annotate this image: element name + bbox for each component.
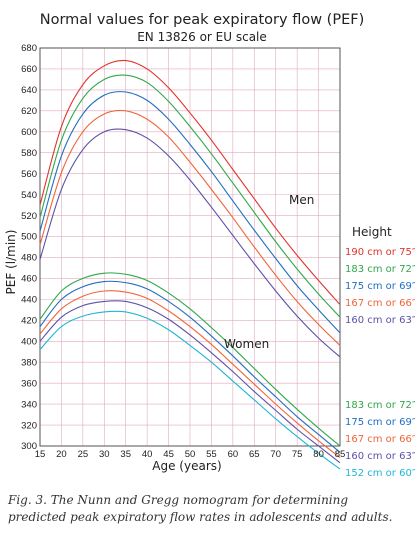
height-label-men-2: 175 cm or 69″ [345, 281, 415, 292]
x-tick-label: 50 [185, 449, 196, 460]
y-tick-label: 620 [21, 106, 37, 117]
y-tick-label: 540 [21, 190, 37, 201]
y-axis-label: PEF (l/min) [4, 230, 18, 295]
x-tick-label: 45 [163, 449, 174, 460]
height-label-men-3: 167 cm or 66″ [345, 298, 415, 309]
series-lines [39, 59, 341, 470]
x-tick-label: 40 [142, 449, 153, 460]
height-label-women-3: 160 cm or 63″ [345, 451, 415, 462]
x-tick-label: 35 [120, 449, 131, 460]
plot-border [39, 47, 341, 447]
figure-caption: Fig. 3. The Nunn and Gregg nomogram for … [8, 493, 393, 524]
y-tick-label: 340 [21, 399, 37, 410]
series-line-women-3 [39, 300, 341, 464]
x-tick-label: 80 [313, 449, 324, 460]
men-group-label: Men [289, 193, 314, 207]
x-tick-label: 65 [249, 449, 260, 460]
series-line-men-0 [39, 59, 341, 305]
series-line-men-1 [39, 74, 341, 318]
height-label-women-1: 175 cm or 69″ [345, 417, 415, 428]
y-tick-label: 300 [21, 441, 37, 452]
chart-title: Normal values for peak expiratory flow (… [40, 12, 364, 28]
series-line-men-4 [39, 128, 341, 358]
x-tick-label: 75 [292, 449, 303, 460]
series-line-women-4 [39, 310, 341, 470]
x-tick-label: 70 [270, 449, 281, 460]
y-tick-label: 500 [21, 232, 37, 243]
y-tick-label: 460 [21, 274, 37, 285]
women-group-label: Women [224, 337, 269, 351]
y-tick-label: 520 [21, 211, 37, 222]
series-line-men-3 [39, 109, 341, 346]
series-line-men-2 [39, 91, 341, 334]
y-tick-label: 360 [21, 378, 37, 389]
x-axis-label: Age (years) [152, 459, 221, 473]
y-tick-label: 380 [21, 357, 37, 368]
y-tick-label: 640 [21, 85, 37, 96]
height-label-women-0: 183 cm or 72″ [345, 400, 415, 411]
x-tick-label: 55 [206, 449, 217, 460]
y-tick-label: 440 [21, 295, 37, 306]
y-tick-label: 400 [21, 336, 37, 347]
series-line-women-1 [39, 280, 341, 453]
legend-title: Height [352, 225, 392, 239]
y-tick-label: 600 [21, 127, 37, 138]
grid [39, 47, 341, 447]
tick-labels: 15 20 25 30 35 40 45 50 55 60 65 70 75 80 85 300 320 340 3… [21, 43, 345, 460]
height-label-men-0: 190 cm or 75″ [345, 247, 415, 258]
y-tick-label: 660 [21, 64, 37, 75]
x-tick-label: 30 [99, 449, 110, 460]
x-tick-label: 25 [78, 449, 89, 460]
x-tick-label: 20 [56, 449, 67, 460]
y-tick-label: 480 [21, 253, 37, 264]
height-label-women-2: 167 cm or 66″ [345, 434, 415, 445]
height-legend: 190 cm or 75″ 183 cm or 72″ 175 cm or 69″ 1… [345, 247, 415, 479]
chart-subtitle: EN 13826 or EU scale [137, 30, 267, 44]
y-tick-label: 580 [21, 148, 37, 159]
series-line-women-2 [39, 290, 341, 458]
height-label-women-4: 152 cm or 60″ [345, 468, 415, 479]
y-tick-label: 680 [21, 43, 37, 54]
x-tick-label: 15 [35, 449, 46, 460]
height-label-men-4: 160 cm or 63″ [345, 315, 415, 326]
height-label-men-1: 183 cm or 72″ [345, 264, 415, 275]
x-tick-label: 60 [228, 449, 239, 460]
y-tick-label: 420 [21, 316, 37, 327]
y-tick-label: 320 [21, 420, 37, 431]
y-tick-label: 560 [21, 169, 37, 180]
x-tick-label: 85 [335, 449, 346, 460]
series-line-women-0 [39, 272, 341, 447]
